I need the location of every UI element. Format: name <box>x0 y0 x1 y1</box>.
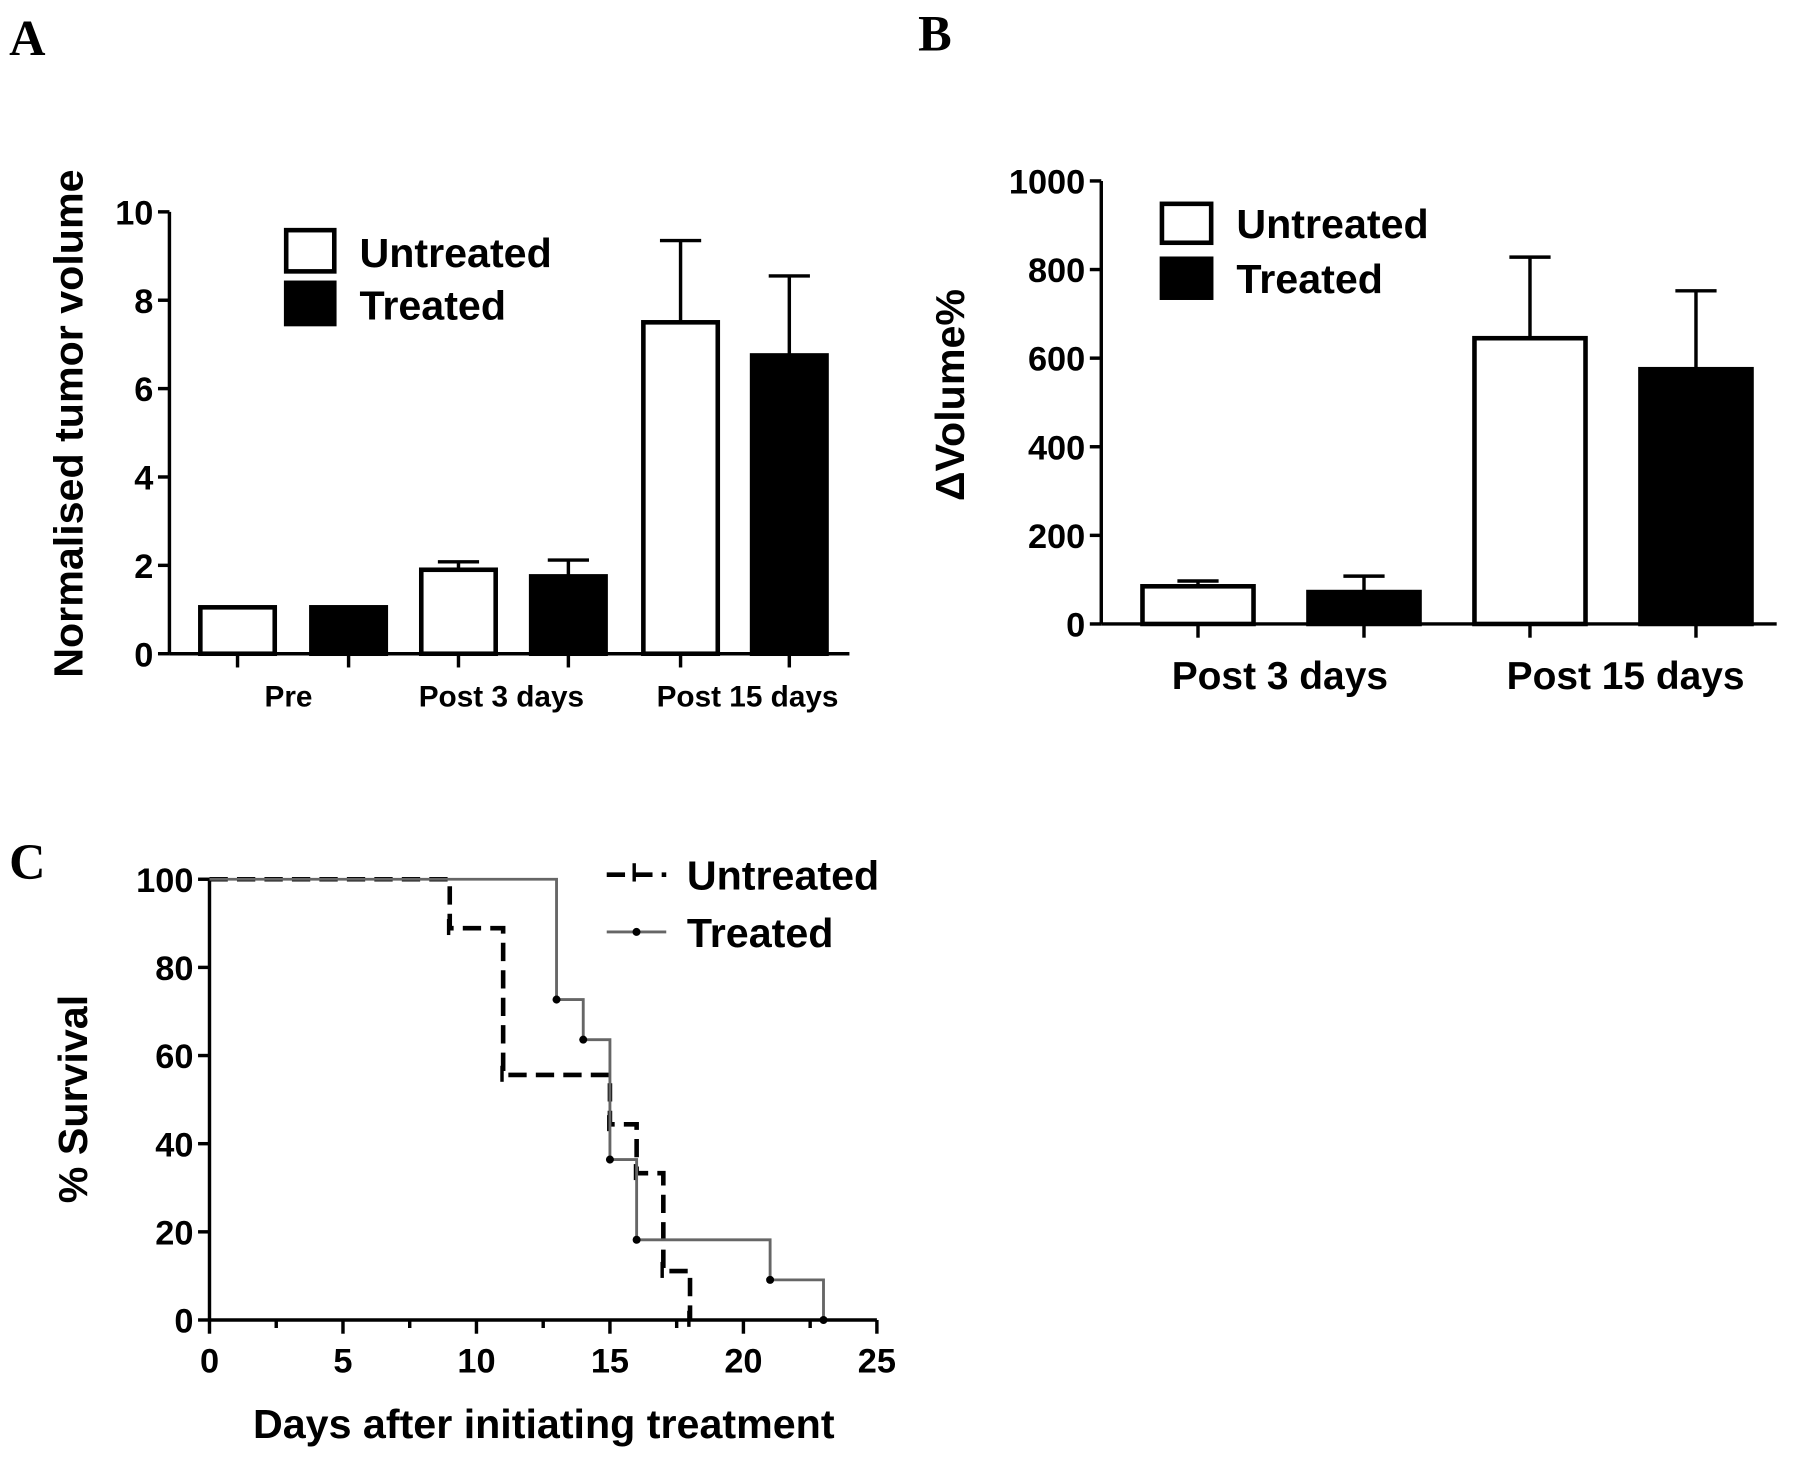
bar-untreated <box>418 567 498 657</box>
bar-treated <box>1638 366 1754 627</box>
chart-b: 0 200 400 600 800 1000 ΔVolume% Post 3 days Post… <box>927 164 1777 698</box>
y-tick-label: 0 <box>174 1303 193 1341</box>
y-axis-label: % Survival <box>50 995 96 1203</box>
y-axis-label: ΔVolume% <box>927 289 973 501</box>
x-tick-label: Post 3 days <box>419 680 584 713</box>
y-tick-label: 4 <box>134 460 153 498</box>
x-tick-label: 0 <box>200 1343 219 1381</box>
bar-treated <box>1306 589 1422 627</box>
legend-label: Treated <box>687 910 834 956</box>
x-tick-label: 15 <box>591 1343 629 1381</box>
survival-line-untreated <box>209 876 693 1320</box>
censor-mark <box>819 1315 828 1324</box>
legend-swatch <box>1159 256 1214 300</box>
x-tick-label: Post 15 days <box>1507 655 1745 698</box>
bar-untreated <box>641 320 721 657</box>
legend-swatch <box>283 280 337 327</box>
y-tick-label: 60 <box>155 1038 193 1076</box>
y-tick-label: 80 <box>155 950 193 988</box>
y-tick-label: 6 <box>134 371 153 409</box>
y-tick-label: 600 <box>1028 341 1085 379</box>
x-tick-label: Pre <box>264 680 312 713</box>
legend-label: Treated <box>359 282 506 328</box>
censor-mark <box>605 1155 614 1164</box>
legend-label: Untreated <box>1236 201 1428 247</box>
bar-treated <box>528 574 608 657</box>
y-tick-label: 200 <box>1028 518 1085 556</box>
y-tick-label: 400 <box>1028 429 1085 467</box>
y-tick-label: 20 <box>155 1214 193 1252</box>
censor-mark <box>552 995 561 1004</box>
chart-c: 0 20 40 60 80 100 0 5 10 15 20 25 Days after initiat… <box>50 853 896 1447</box>
x-tick-label: 5 <box>333 1343 352 1381</box>
bar-treated <box>749 353 829 657</box>
bar-untreated <box>1140 584 1256 627</box>
legend-label: Treated <box>1236 256 1383 302</box>
y-tick-label: 40 <box>155 1126 193 1164</box>
bar-untreated <box>1472 335 1588 627</box>
y-tick-label: 0 <box>1066 607 1085 645</box>
panel-label-a: A <box>9 10 45 66</box>
x-tick-label: 10 <box>457 1343 495 1381</box>
y-tick-label: 0 <box>134 636 153 674</box>
censor-mark <box>579 1035 588 1044</box>
legend-swatch <box>1159 201 1214 246</box>
legend-marker <box>632 927 641 936</box>
x-tick-label: Post 15 days <box>657 680 839 713</box>
x-axis-label: Days after initiating treatment <box>253 1401 835 1447</box>
chart-a: 0 2 4 6 8 10 Normalised tumor volume Pre Post 3 … <box>45 169 850 713</box>
y-axis-label: Normalised tumor volume <box>45 169 91 677</box>
panel-label-c: C <box>9 834 45 890</box>
x-tick-label: Post 3 days <box>1172 655 1388 698</box>
y-tick-label: 10 <box>115 194 153 232</box>
y-tick-label: 8 <box>134 283 153 321</box>
panel-label-b: B <box>918 5 952 61</box>
y-tick-label: 1000 <box>1009 164 1085 202</box>
x-tick-label: 20 <box>724 1343 762 1381</box>
y-tick-label: 2 <box>134 548 153 586</box>
censor-mark <box>632 1235 641 1244</box>
legend-label: Untreated <box>687 853 879 899</box>
y-tick-label: 800 <box>1028 252 1085 290</box>
y-tick-label: 100 <box>136 862 193 900</box>
bar-treated <box>309 605 389 657</box>
censor-mark <box>766 1275 775 1284</box>
bar-untreated <box>198 605 278 657</box>
legend-swatch <box>283 227 337 274</box>
x-tick-label: 25 <box>858 1343 896 1381</box>
legend-label: Untreated <box>359 230 551 276</box>
